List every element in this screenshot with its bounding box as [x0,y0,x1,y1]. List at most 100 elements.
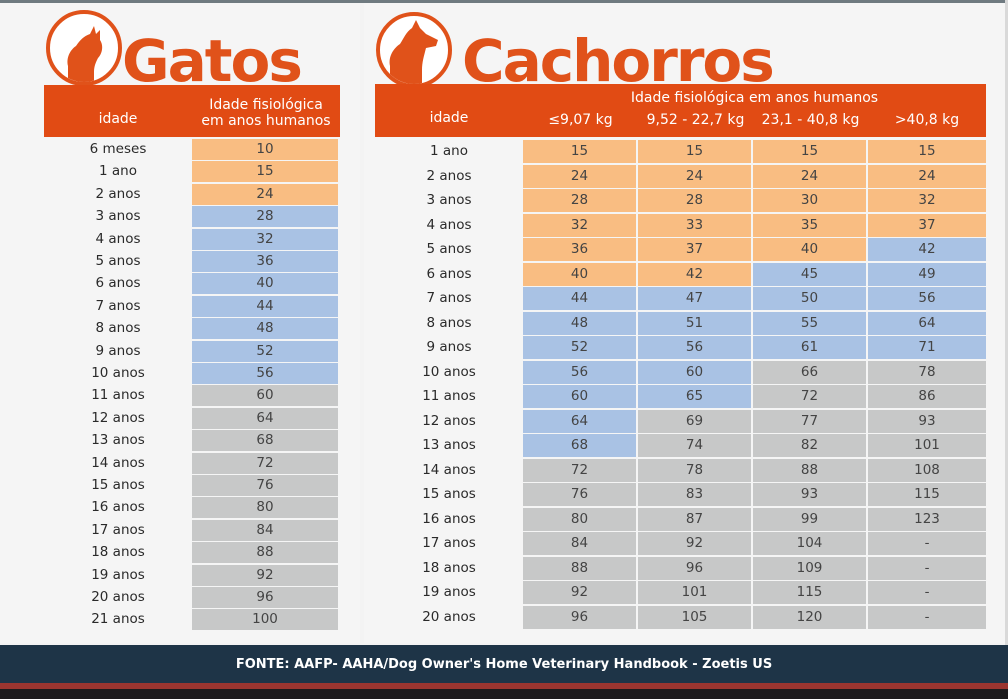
dogs-value-cell: 68 [523,434,636,457]
dogs-age-cell: 3 anos [426,192,472,208]
dogs-value-cell: 60 [523,385,636,408]
dogs-value-cell: - [868,581,986,604]
dogs-value-cell: 78 [638,459,751,482]
cats-value-cell: 60 [192,385,338,406]
cats-age-header: idade [98,111,138,127]
dogs-value-cell: 52 [523,336,636,359]
cats-value-header-line1: Idade fisiológica [209,97,323,113]
cats-value-cell: 32 [192,229,338,250]
dogs-value-cell: 80 [523,508,636,531]
cats-age-cell: 19 anos [91,567,145,583]
dogs-age-cell: 19 anos [422,584,476,600]
cats-value-cell: 40 [192,273,338,294]
dogs-value-cell: 44 [523,287,636,310]
footer-accent-line [0,683,1008,689]
dogs-value-cell: 56 [638,336,751,359]
dog-logo-icon [376,12,452,88]
dogs-value-cell: 72 [753,385,866,408]
dogs-age-cell: 8 anos [426,315,472,331]
cats-age-cell: 4 anos [95,231,141,247]
cats-age-cell: 11 anos [91,387,145,403]
dogs-col-header-1: ≤9,07 kg [548,112,613,128]
dogs-value-cell: 15 [638,140,751,163]
dogs-col-header-2: 9,52 - 22,7 kg [646,112,745,128]
dogs-age-cell: 2 anos [426,168,472,184]
dogs-age-cell: 10 anos [422,364,476,380]
dogs-value-cell: 49 [868,263,986,286]
dogs-col-header-3: 23,1 - 40,8 kg [761,112,860,128]
dogs-age-cell: 16 anos [422,511,476,527]
dogs-value-cell: 48 [523,312,636,335]
dogs-value-cell: 77 [753,410,866,433]
cats-age-cell: 2 anos [95,186,141,202]
dogs-value-cell: 24 [868,165,986,188]
dogs-value-cell: 65 [638,385,751,408]
cats-age-cell: 17 anos [91,522,145,538]
dogs-value-cell: 45 [753,263,866,286]
cats-value-cell: 24 [192,184,338,205]
dogs-group-header: Idade fisiológica em anos humanos [630,90,879,106]
dogs-value-cell: 82 [753,434,866,457]
dogs-value-cell: 24 [523,165,636,188]
cats-value-cell: 92 [192,565,338,586]
source-footer: FONTE: AAFP- AAHA/Dog Owner's Home Veter… [0,645,1008,685]
cats-value-cell: 68 [192,430,338,451]
dogs-value-cell: 28 [638,189,751,212]
cats-age-cell: 7 anos [95,298,141,314]
dogs-value-cell: 104 [753,532,866,555]
cats-age-cell: 15 anos [91,477,145,493]
dogs-age-cell: 7 anos [426,290,472,306]
dogs-value-cell: 42 [868,238,986,261]
dogs-value-cell: 120 [753,606,866,629]
cats-age-cell: 3 anos [95,208,141,224]
dogs-value-cell: 83 [638,483,751,506]
dogs-value-cell: 15 [753,140,866,163]
dogs-age-header: idade [429,110,469,126]
dogs-value-cell: 42 [638,263,751,286]
dogs-title: Cachorros [462,27,775,95]
right-border [1005,0,1008,645]
cats-value-cell: 15 [192,161,338,182]
dogs-value-cell: 115 [753,581,866,604]
cats-age-cell: 13 anos [91,432,145,448]
dogs-value-cell: 84 [523,532,636,555]
cats-value-cell: 56 [192,363,338,384]
cats-value-cell: 10 [192,139,338,160]
dogs-value-cell: 123 [868,508,986,531]
dogs-value-cell: 61 [753,336,866,359]
dogs-value-cell: 37 [868,214,986,237]
dogs-value-cell: 64 [868,312,986,335]
dogs-value-cell: 66 [753,361,866,384]
dogs-value-cell: 32 [523,214,636,237]
dogs-value-cell: 71 [868,336,986,359]
dogs-col-header-4: >40,8 kg [894,112,960,128]
dogs-value-cell: 92 [523,581,636,604]
dogs-value-cell: 93 [868,410,986,433]
dogs-value-cell: 47 [638,287,751,310]
dogs-value-cell: 99 [753,508,866,531]
dogs-age-cell: 14 anos [422,462,476,478]
dogs-value-cell: 105 [638,606,751,629]
cats-value-cell: 72 [192,453,338,474]
cats-age-cell: 1 ano [99,163,137,179]
dogs-value-cell: 87 [638,508,751,531]
dogs-age-cell: 12 anos [422,413,476,429]
dogs-age-cell: 11 anos [422,388,476,404]
dogs-value-cell: 56 [868,287,986,310]
cats-value-cell: 52 [192,341,338,362]
dogs-age-cell: 20 anos [422,609,476,625]
dogs-value-cell: 88 [753,459,866,482]
cats-value-cell: 48 [192,318,338,339]
cats-age-cell: 18 anos [91,544,145,560]
cats-value-cell: 36 [192,251,338,272]
dogs-value-cell: 78 [868,361,986,384]
dogs-table-header: idade Idade fisiológica em anos humanos … [375,84,986,137]
dogs-value-cell: 108 [868,459,986,482]
dogs-age-cell: 18 anos [422,560,476,576]
cats-value-cell: 80 [192,497,338,518]
dogs-age-cell: 9 anos [426,339,472,355]
cats-age-cell: 5 anos [95,253,141,269]
dogs-value-cell: 101 [868,434,986,457]
dogs-value-cell: 15 [523,140,636,163]
cat-logo-icon [46,10,122,86]
